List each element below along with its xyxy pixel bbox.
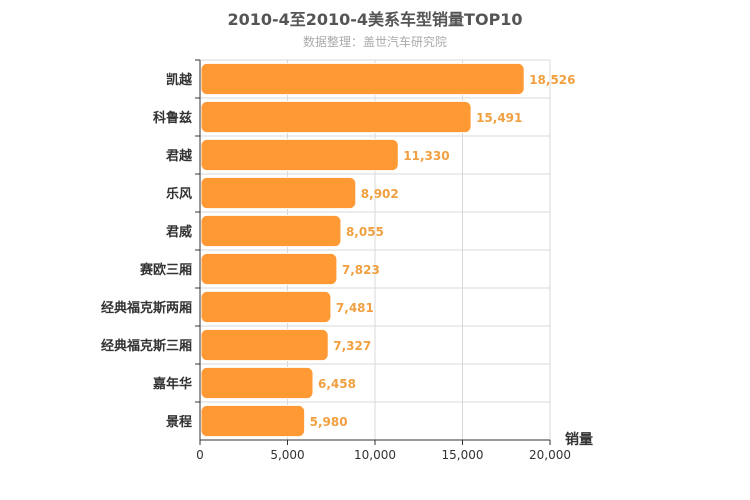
value-label: 8,055 [346, 225, 384, 239]
chart-subtitle: 数据整理：盖世汽车研究院 [302, 35, 447, 49]
bar [200, 328, 329, 362]
category-label: 君威 [166, 224, 192, 240]
value-label: 5,980 [310, 415, 348, 429]
bar [200, 366, 314, 400]
bars [200, 62, 525, 438]
bar [200, 404, 306, 438]
x-tick-label: 20,000 [529, 448, 571, 462]
labels: 凯越 18,526 科鲁兹 15,491 君越 11,330 乐风 8,902 君威 8,055 赛… [101, 72, 576, 430]
bar [200, 214, 342, 248]
category-label: 经典福克斯三厢 [101, 338, 192, 354]
category-label: 赛欧三厢 [139, 262, 192, 278]
value-label: 7,327 [333, 339, 371, 353]
x-tick-label: 15,000 [442, 448, 484, 462]
category-label: 乐风 [166, 186, 192, 202]
category-label: 景程 [166, 415, 192, 430]
value-label: 15,491 [476, 111, 522, 125]
value-label: 11,330 [403, 149, 449, 163]
value-label: 7,823 [342, 263, 380, 277]
category-label: 君越 [166, 148, 193, 164]
value-label: 6,458 [318, 377, 356, 391]
bar [200, 252, 338, 286]
bar [200, 138, 399, 172]
value-label: 18,526 [529, 73, 575, 87]
x-tick-label: 10,000 [354, 448, 396, 462]
category-label: 科鲁兹 [153, 110, 192, 126]
x-tick-label: 5,000 [270, 448, 304, 462]
x-tick-label: 0 [196, 448, 204, 462]
value-label: 8,902 [361, 187, 399, 201]
category-label: 嘉年华 [152, 376, 192, 392]
bar [200, 290, 332, 324]
category-label: 经典福克斯两厢 [101, 300, 192, 316]
bar [200, 100, 472, 134]
category-label: 凯越 [166, 72, 193, 88]
chart-title: 2010-4至2010-4美系车型销量TOP10 [227, 10, 523, 29]
value-label: 7,481 [336, 301, 374, 315]
bar [200, 176, 357, 210]
bar [200, 62, 525, 96]
axes: 0 5,000 10,000 15,000 20,000 [195, 59, 571, 462]
x-axis-title: 销量 [565, 431, 593, 448]
